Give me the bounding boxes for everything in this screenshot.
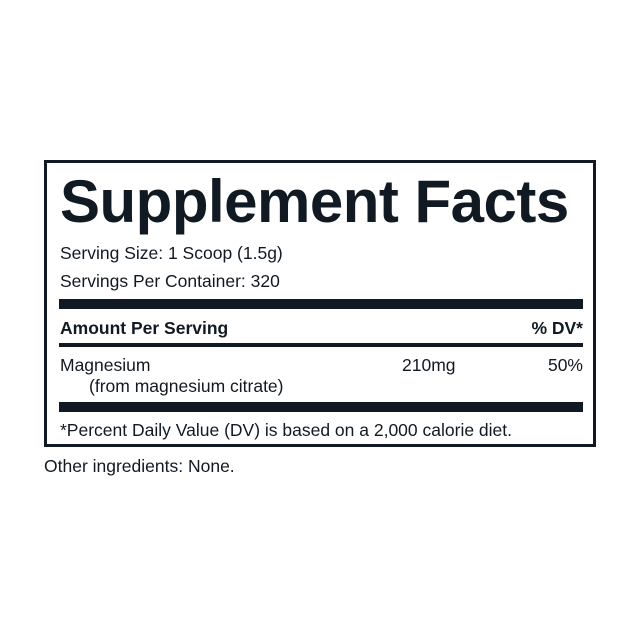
nutrient-name: Magnesium <box>60 355 151 375</box>
footnote: *Percent Daily Value (DV) is based on a … <box>60 420 513 440</box>
nutrient-source: (from magnesium citrate) <box>89 376 284 396</box>
thin-divider <box>59 343 583 347</box>
panel-title: Supplement Facts <box>60 168 569 235</box>
amount-per-serving-header: Amount Per Serving <box>60 318 229 338</box>
nutrient-amount: 210mg <box>402 355 456 375</box>
thick-divider <box>59 299 583 309</box>
supplement-facts-panel: Supplement Facts Serving Size: 1 Scoop (… <box>44 160 596 447</box>
nutrient-dv: 50% <box>547 355 583 375</box>
serving-size: Serving Size: 1 Scoop (1.5g) <box>60 243 283 263</box>
servings-per-container: Servings Per Container: 320 <box>60 271 280 291</box>
other-ingredients: Other ingredients: None. <box>44 456 235 476</box>
dv-header: % DV* <box>531 318 583 338</box>
thick-divider-bottom <box>59 402 583 412</box>
